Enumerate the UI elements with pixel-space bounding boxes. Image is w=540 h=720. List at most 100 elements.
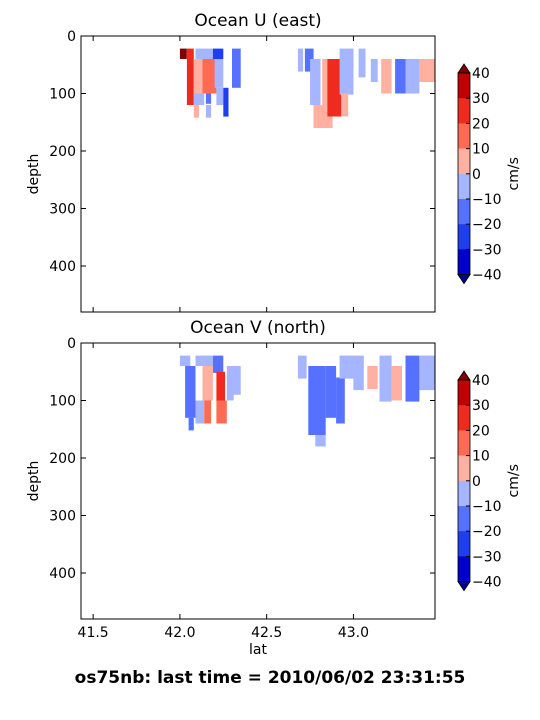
data-cell [202, 366, 213, 401]
data-cell [391, 366, 402, 401]
colorbar-segment [458, 148, 470, 175]
y-tick-label: 200 [49, 451, 76, 467]
data-cell [186, 59, 194, 105]
data-cell [216, 400, 227, 424]
colorbar-tick-label: 10 [472, 449, 490, 465]
data-cell [193, 105, 199, 118]
data-cell [325, 366, 337, 418]
colorbar-tick-label: −10 [472, 499, 502, 515]
colorbar-v: 40 30 20 10 0 −10 −20 −30 −40 cm/s [457, 370, 522, 592]
data-cell [193, 93, 205, 105]
y-tick-label: 100 [49, 394, 76, 410]
colorbar-segment [458, 506, 470, 532]
data-cell [419, 59, 435, 82]
data-cell [195, 355, 213, 366]
panel-u-ylabel: depth [26, 154, 42, 195]
colorbar-tick-label: 10 [472, 142, 490, 158]
data-cell [212, 48, 224, 59]
data-cell [367, 366, 378, 389]
colorbar-label: cm/s [506, 464, 522, 497]
data-cell [232, 366, 241, 395]
data-cell [339, 355, 354, 379]
colorbar-tick-label: −20 [472, 524, 502, 540]
colorbar-tick-label: −30 [472, 549, 502, 565]
colorbar-tick-label: 20 [472, 423, 490, 439]
colorbar-segment [458, 455, 470, 482]
panel-v-title: Ocean V (north) [190, 318, 326, 338]
data-cell [370, 59, 378, 82]
colorbar-tick-label: 0 [472, 474, 481, 490]
data-cell [186, 48, 194, 59]
data-cell [405, 59, 420, 94]
colorbar-segment [458, 480, 470, 507]
data-cell [216, 371, 226, 401]
data-cell [193, 59, 203, 94]
x-tick-label: 41.5 [78, 625, 109, 641]
y-tick-label: 400 [49, 566, 76, 582]
data-cell [195, 400, 205, 424]
colorbar-u: 40 30 20 10 0 −10 −20 −30 −40 cm/s [457, 63, 522, 285]
colorbar-tick-label: 40 [472, 373, 490, 389]
colorbar-segment [458, 73, 470, 99]
colorbar-tick-label: 30 [472, 91, 490, 107]
data-cell [297, 355, 307, 379]
data-cell [185, 366, 196, 418]
y-tick-label: 100 [49, 87, 76, 103]
panel-u: Ocean U (east) 0 100 200 300 400 depth [26, 11, 436, 313]
colorbar-tick-label: −40 [472, 575, 502, 591]
data-cell [395, 59, 406, 94]
colorbar-tick-label: −40 [472, 268, 502, 284]
data-cell [195, 48, 213, 59]
colorbar-segment [458, 380, 470, 406]
panel-u-ticks: 0 100 200 300 400 [49, 29, 435, 312]
colorbar-tick-label: −30 [472, 242, 502, 258]
colorbar-segment [458, 98, 470, 124]
data-cell [205, 105, 212, 118]
colorbar-under-arrow [457, 581, 471, 592]
data-cell [223, 87, 229, 117]
y-tick-label: 0 [67, 29, 76, 45]
colorbar-segment [458, 173, 470, 200]
x-tick-label: 42.5 [251, 625, 282, 641]
data-cell [339, 48, 354, 95]
data-cell [188, 417, 194, 431]
colorbar-tick-label: 30 [472, 398, 490, 414]
panel-v-ticks: 41.5 42.0 42.5 43.0 0 100 200 300 400 [49, 336, 435, 641]
y-tick-label: 300 [49, 509, 76, 525]
colorbar-segment [458, 531, 470, 557]
colorbar-segment [458, 430, 470, 456]
panel-u-cells [179, 48, 435, 128]
colorbar-segment [458, 123, 470, 149]
data-cell [405, 355, 420, 402]
data-cell [379, 355, 392, 402]
data-cell [212, 355, 224, 373]
colorbar-over-arrow [457, 370, 471, 381]
y-tick-label: 300 [49, 202, 76, 218]
panel-u-title: Ocean U (east) [194, 11, 321, 31]
colorbar-segment [458, 199, 470, 225]
colorbar-segment [458, 556, 470, 582]
data-cell [381, 59, 392, 94]
data-cell [204, 400, 212, 424]
colorbar-tick-label: 0 [472, 167, 481, 183]
data-cell [297, 48, 304, 72]
colorbar-tick-label: −20 [472, 217, 502, 233]
panel-v-ylabel: depth [26, 461, 42, 502]
panel-u-frame [80, 35, 436, 313]
y-tick-label: 0 [67, 336, 76, 352]
panel-v-cells [179, 355, 435, 447]
data-cell [179, 48, 187, 59]
data-cell [336, 377, 345, 424]
colorbar-tick-label: 40 [472, 66, 490, 82]
colorbar-segment [458, 249, 470, 275]
colorbar-segment [458, 224, 470, 250]
data-cell [232, 48, 241, 59]
data-cell [315, 435, 326, 447]
data-cell [232, 59, 241, 88]
data-cell [327, 59, 342, 117]
data-cell [358, 48, 366, 78]
figure-suptitle: os75nb: last time = 2010/06/02 23:31:55 [75, 668, 466, 688]
x-tick-label: 43.0 [338, 625, 369, 641]
data-cell [205, 93, 212, 104]
